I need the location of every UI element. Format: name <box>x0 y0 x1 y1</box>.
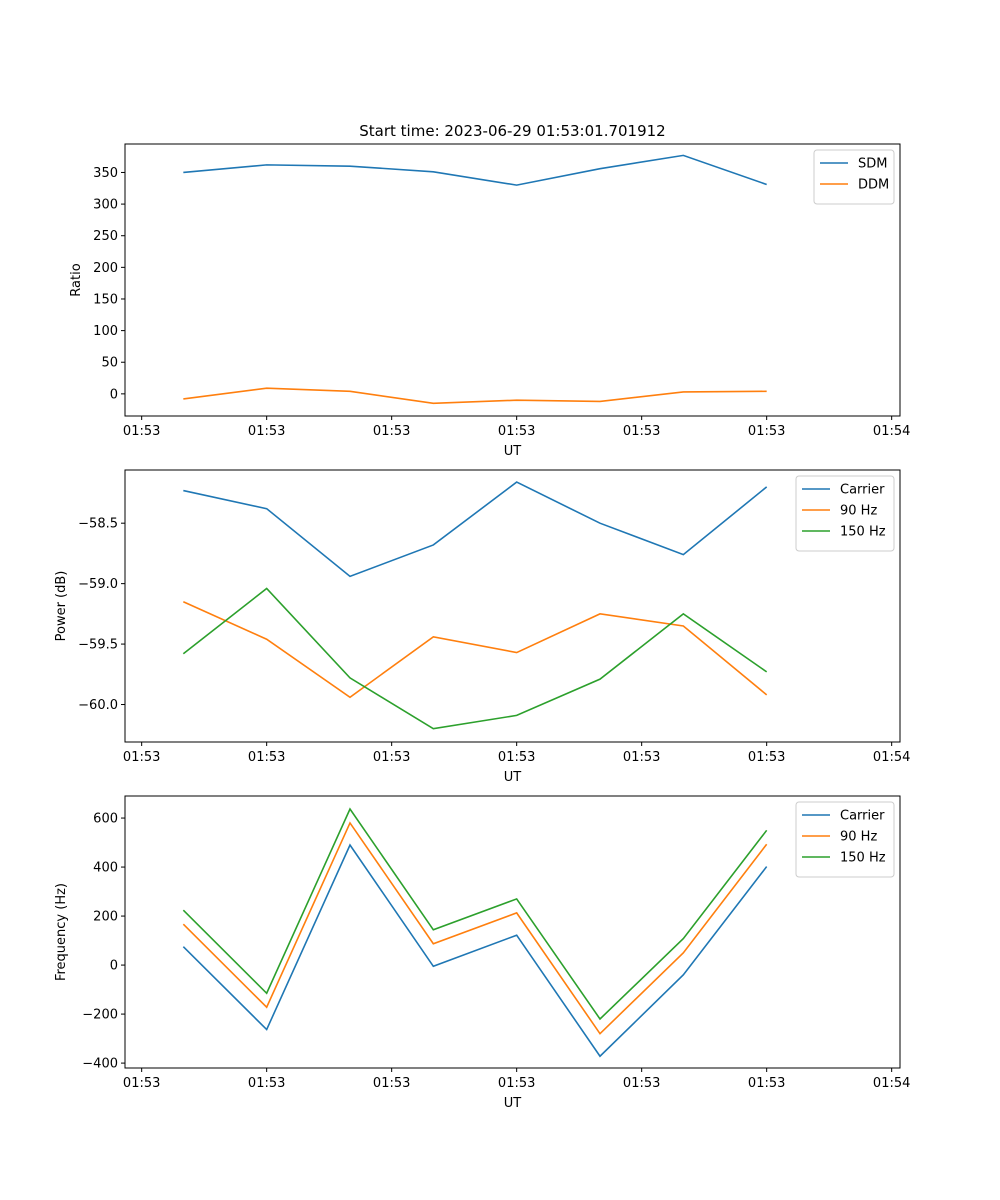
x-tick-label: 01:53 <box>373 1076 410 1091</box>
y-tick-label: −59.5 <box>78 638 118 653</box>
y-tick-label: 300 <box>93 198 118 213</box>
subplot-1: 0 50 100 150 200 250 300 350 01:53 01:53 01:53 01:5… <box>69 143 910 459</box>
y-tick-label: 200 <box>93 261 118 276</box>
chart-title: Start time: 2023-06-29 01:53:01.701912 <box>359 122 665 140</box>
x-tick-label: 01:53 <box>748 424 785 439</box>
x-tick-label: 01:53 <box>373 750 410 765</box>
x-tick-label: 01:53 <box>248 750 285 765</box>
legend-label: 90 Hz <box>840 504 877 519</box>
series-line-90-hz <box>183 601 768 699</box>
x-tick-label: 01:53 <box>123 1076 160 1091</box>
x-tick-label: 01:53 <box>498 750 535 765</box>
legend-label: SDM <box>858 157 887 172</box>
y-tick-label: 100 <box>93 324 118 339</box>
y-tick-label: −58.5 <box>78 517 118 532</box>
legend-label: DDM <box>858 178 889 193</box>
legend-label: 150 Hz <box>840 525 886 540</box>
x-tick-label: 01:53 <box>248 424 285 439</box>
y-tick-label: 0 <box>110 959 118 974</box>
y-tick-label: 0 <box>110 387 118 402</box>
x-tick-label: 01:53 <box>623 1076 660 1091</box>
x-axis-label: UT <box>504 1096 522 1111</box>
x-tick-label: 01:53 <box>748 750 785 765</box>
legend-label: 150 Hz <box>840 851 886 866</box>
series-line-90-hz <box>182 821 768 1035</box>
series-line-150-hz <box>182 587 768 730</box>
legend: SDM DDM <box>813 149 895 205</box>
legend-label: Carrier <box>840 483 885 498</box>
series-line-150-hz <box>182 807 768 1021</box>
series-line-ddm <box>183 387 767 405</box>
y-tick-label: −59.0 <box>78 577 118 592</box>
y-axis-label: Frequency (Hz) <box>54 883 69 981</box>
x-tick-label: 01:53 <box>623 424 660 439</box>
axes-frame <box>124 143 901 417</box>
x-tick-label: 01:53 <box>123 424 160 439</box>
x-tick-label: 01:53 <box>248 1076 285 1091</box>
y-tick-label: −60.0 <box>78 698 118 713</box>
y-tick-label: 350 <box>93 166 118 181</box>
y-tick-label: 150 <box>93 292 118 307</box>
subplot-2: −60.0 −59.5 −59.0 −58.5 01:53 01:53 01:53 01:53… <box>54 469 910 785</box>
y-tick-label: 50 <box>101 356 118 371</box>
legend: Carrier 90 Hz 150 Hz <box>795 475 895 552</box>
y-tick-label: 250 <box>93 229 118 244</box>
subplot-3: −400 −200 0 200 400 600 01:53 01:53 01:53 01:53 01… <box>54 795 910 1111</box>
axes-frame <box>124 469 901 743</box>
series-line-carrier <box>183 481 768 578</box>
x-tick-label: 01:54 <box>873 424 910 439</box>
y-tick-label: −200 <box>82 1008 118 1023</box>
y-axis-label: Ratio <box>69 263 84 296</box>
y-tick-label: −400 <box>82 1057 118 1072</box>
x-tick-label: 01:54 <box>873 750 910 765</box>
x-tick-label: 01:53 <box>498 424 535 439</box>
x-tick-label: 01:54 <box>873 1076 910 1091</box>
x-tick-label: 01:53 <box>498 1076 535 1091</box>
legend: Carrier 90 Hz 150 Hz <box>795 801 895 878</box>
x-axis-label: UT <box>504 770 522 785</box>
x-axis-label: UT <box>504 444 522 459</box>
x-tick-label: 01:53 <box>623 750 660 765</box>
series-line-carrier <box>182 843 768 1058</box>
legend-label: Carrier <box>840 809 885 824</box>
y-axis-label: Power (dB) <box>54 571 69 642</box>
y-tick-label: 400 <box>93 861 118 876</box>
legend-box <box>795 475 895 552</box>
legend-box <box>795 801 895 878</box>
x-tick-label: 01:53 <box>123 750 160 765</box>
y-tick-label: 600 <box>93 812 118 827</box>
x-tick-label: 01:53 <box>373 424 410 439</box>
legend-label: 90 Hz <box>840 830 877 845</box>
series-line-sdm <box>183 154 767 186</box>
x-tick-label: 01:53 <box>748 1076 785 1091</box>
y-tick-label: 200 <box>93 910 118 925</box>
axes-frame <box>124 795 901 1069</box>
